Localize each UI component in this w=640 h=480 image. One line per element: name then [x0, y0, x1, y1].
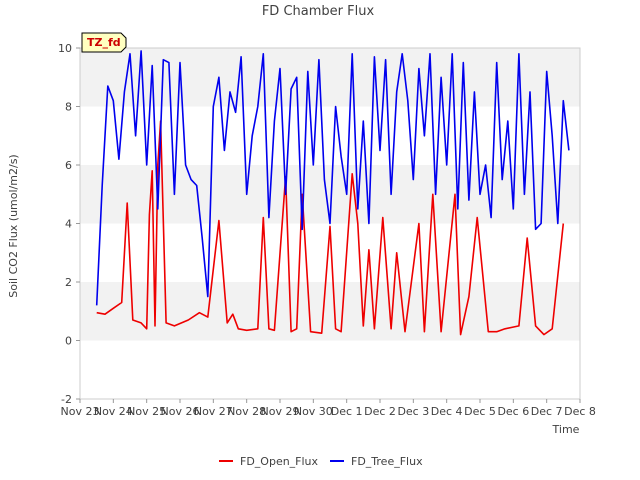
- y-tick-label: 0: [65, 335, 72, 348]
- series-line-fd-open-flux: [96, 120, 565, 336]
- x-tick-label: Nov 25: [127, 405, 166, 418]
- legend: FD_Open_Flux FD_Tree_Flux: [219, 455, 423, 468]
- x-tick-label: Dec 8: [564, 405, 596, 418]
- x-tick-label: Dec 3: [397, 405, 429, 418]
- x-tick-label: Dec 5: [464, 405, 496, 418]
- x-tick-label: Dec 7: [531, 405, 563, 418]
- x-tick-label: Dec 4: [431, 405, 463, 418]
- x-tick-label: Dec 1: [331, 405, 363, 418]
- y-tick-label: 10: [58, 42, 72, 55]
- legend-label-open: FD_Open_Flux: [240, 455, 319, 468]
- y-tick-label: 2: [65, 276, 72, 289]
- y-axis: -2 0 2 4 6 8 10: [58, 42, 80, 406]
- legend-label-tree: FD_Tree_Flux: [351, 455, 423, 468]
- tz-badge-label: TZ_fd: [87, 36, 121, 49]
- chart-title: FD Chamber Flux: [262, 4, 375, 19]
- grid-band: [80, 48, 580, 107]
- x-tick-label: Nov 28: [227, 405, 266, 418]
- x-tick-label: Nov 30: [294, 405, 333, 418]
- x-axis-label: Time: [552, 423, 580, 436]
- series-layer: [95, 50, 570, 336]
- x-tick-label: Nov 24: [94, 405, 133, 418]
- x-tick-label: Nov 23: [61, 405, 100, 418]
- y-tick-label: -2: [61, 393, 72, 406]
- y-tick-label: 8: [65, 101, 72, 114]
- x-tick-label: Nov 29: [261, 405, 300, 418]
- y-tick-label: 6: [65, 159, 72, 172]
- grid-band: [80, 282, 580, 341]
- series-line-fd-tree-flux: [95, 50, 570, 306]
- tz-badge: TZ_fd: [81, 32, 127, 53]
- x-tick-label: Dec 6: [497, 405, 529, 418]
- y-axis-label: Soil CO2 Flux (umol/m2/s): [7, 154, 20, 297]
- x-tick-label: Dec 2: [364, 405, 396, 418]
- tz-badge-box: [81, 32, 127, 53]
- x-tick-label: Nov 27: [194, 405, 233, 418]
- y-tick-label: 4: [65, 218, 72, 231]
- x-tick-label: Nov 26: [161, 405, 200, 418]
